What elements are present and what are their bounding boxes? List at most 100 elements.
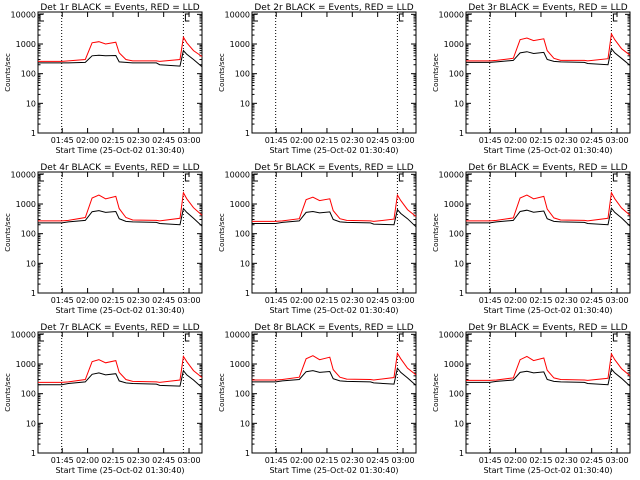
events-series-line <box>38 207 203 227</box>
chart-panel-6: Det 6r BLACK = Events, RED = LLD 1 10 100 10… <box>432 163 631 315</box>
bracket-glyph <box>253 173 258 182</box>
x-tick-label: 02:30 <box>341 456 364 465</box>
plot-frame <box>37 331 203 454</box>
x-tick-label: 03:00 <box>392 136 415 145</box>
x-tick-label: 03:00 <box>392 456 415 465</box>
x-tick-label: 01:45 <box>51 136 74 145</box>
x-tick-label: 02:15 <box>101 296 124 305</box>
x-tick-label: 02:15 <box>315 456 338 465</box>
x-axis-label: Start Time (25-Oct-02 01:30:40) <box>483 466 612 475</box>
lld-series-line <box>252 193 417 222</box>
y-tick-label: 10000 <box>225 10 250 19</box>
y-axis-label: Counts/sec <box>432 213 440 252</box>
chart-panel-1: Det 1r BLACK = Events, RED = LLD 1 10 100 10… <box>4 3 203 155</box>
x-tick-label: 01:45 <box>479 296 502 305</box>
x-tick-label: 02:45 <box>366 136 389 145</box>
y-axis-label: Counts/sec <box>4 213 12 252</box>
plot-frame <box>37 171 203 294</box>
y-axis-label: Counts/sec <box>4 53 12 92</box>
x-tick-label: 01:45 <box>51 456 74 465</box>
events-series-line <box>466 367 631 387</box>
chart-panel-7: Det 7r BLACK = Events, RED = LLD 1 10 100 10… <box>4 323 203 475</box>
y-tick-label: 1000 <box>230 360 250 369</box>
y-tick-label: 100 <box>449 390 464 399</box>
chart-panel-4: Det 4r BLACK = Events, RED = LLD 1 10 100 10… <box>4 163 203 315</box>
y-axis-label: Counts/sec <box>432 373 440 412</box>
plot-frame <box>465 331 631 454</box>
y-tick-label: 10 <box>240 419 250 428</box>
x-tick-label: 02:45 <box>152 136 175 145</box>
x-tick-label: 02:30 <box>341 136 364 145</box>
lld-series-line <box>466 352 631 381</box>
y-tick-label: 1 <box>245 289 250 298</box>
x-tick-label: 02:45 <box>580 136 603 145</box>
y-tick-label: 100 <box>449 230 464 239</box>
bracket-glyph <box>253 333 258 342</box>
x-axis-label: Start Time (25-Oct-02 01:30:40) <box>483 306 612 315</box>
panel-title: Det 9r BLACK = Events, RED = LLD <box>468 323 627 333</box>
x-tick-label: 02:30 <box>127 296 150 305</box>
x-tick-label: 03:00 <box>606 296 629 305</box>
chart-panel-5: Det 5r BLACK = Events, RED = LLD 1 10 100 10… <box>218 163 417 315</box>
x-tick-label: 02:30 <box>127 456 150 465</box>
bracket-glyph <box>467 13 472 22</box>
x-tick-label: 02:45 <box>580 296 603 305</box>
x-tick-label: 02:15 <box>315 136 338 145</box>
x-tick-label: 03:00 <box>606 136 629 145</box>
y-tick-label: 1 <box>31 129 36 138</box>
panel-title: Det 5r BLACK = Events, RED = LLD <box>254 163 413 173</box>
y-tick-label: 1 <box>459 129 464 138</box>
bracket-glyph <box>612 333 618 342</box>
y-tick-label: 10 <box>454 419 464 428</box>
x-tick-label: 02:00 <box>504 136 527 145</box>
x-tick-label: 02:45 <box>366 456 389 465</box>
x-tick-label: 02:45 <box>366 296 389 305</box>
bracket-glyph <box>467 333 472 342</box>
x-tick-label: 02:30 <box>127 136 150 145</box>
x-axis-label: Start Time (25-Oct-02 01:30:40) <box>269 306 398 315</box>
x-axis-label: Start Time (25-Oct-02 01:30:40) <box>55 146 184 155</box>
y-tick-label: 10 <box>240 99 250 108</box>
plot-frame <box>251 11 417 134</box>
y-tick-label: 10000 <box>439 170 464 179</box>
bracket-glyph <box>184 173 190 182</box>
y-tick-label: 1 <box>245 129 250 138</box>
y-tick-label: 1 <box>459 449 464 458</box>
y-axis-label: Counts/sec <box>218 53 226 92</box>
x-tick-label: 02:45 <box>580 456 603 465</box>
y-tick-label: 10000 <box>439 330 464 339</box>
events-series-line <box>466 207 631 227</box>
lld-series-line <box>466 32 631 62</box>
chart-panel-3: Det 3r BLACK = Events, RED = LLD 1 10 100 10… <box>432 3 631 155</box>
plot-frame <box>37 11 203 134</box>
y-tick-label: 1000 <box>444 40 464 49</box>
bracket-glyph <box>398 173 404 182</box>
bracket-glyph <box>398 333 404 342</box>
plot-frame <box>251 331 417 454</box>
lld-series-line <box>38 355 203 383</box>
y-tick-label: 10 <box>26 99 36 108</box>
bracket-glyph <box>612 13 618 22</box>
x-tick-label: 02:00 <box>290 296 313 305</box>
bracket-glyph <box>39 13 44 22</box>
x-tick-label: 02:30 <box>555 296 578 305</box>
y-tick-label: 1000 <box>16 40 36 49</box>
bracket-glyph <box>253 13 258 22</box>
x-tick-label: 02:15 <box>315 296 338 305</box>
x-tick-label: 02:45 <box>152 296 175 305</box>
x-tick-label: 01:45 <box>265 296 288 305</box>
panel-title: Det 7r BLACK = Events, RED = LLD <box>40 323 199 333</box>
lld-series-line <box>38 35 203 62</box>
x-axis-label: Start Time (25-Oct-02 01:30:40) <box>269 466 398 475</box>
x-tick-label: 02:30 <box>555 136 578 145</box>
y-tick-label: 10 <box>454 259 464 268</box>
y-tick-label: 100 <box>449 70 464 79</box>
x-tick-label: 01:45 <box>479 456 502 465</box>
y-tick-label: 1000 <box>444 200 464 209</box>
x-axis-label: Start Time (25-Oct-02 01:30:40) <box>483 146 612 155</box>
y-tick-label: 100 <box>235 390 250 399</box>
y-tick-label: 100 <box>21 230 36 239</box>
events-series-line <box>252 208 417 228</box>
x-tick-label: 01:45 <box>265 456 288 465</box>
